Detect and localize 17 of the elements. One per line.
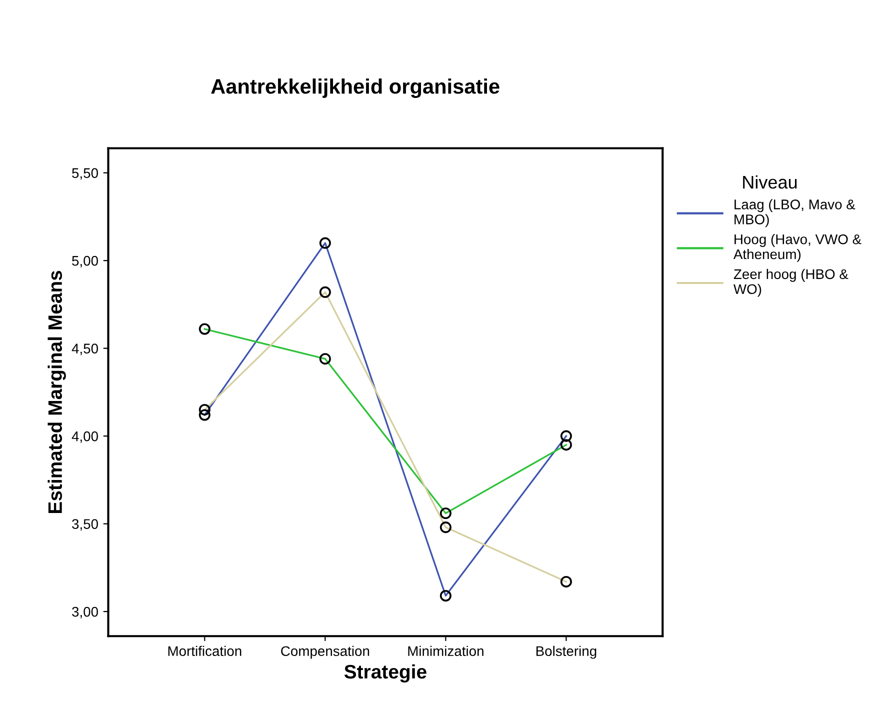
y-tick-label: 3,00	[72, 606, 98, 618]
x-tick-label: Mortification	[168, 646, 242, 656]
x-tick-label: Minimization	[408, 646, 484, 656]
y-axis-title: Estimated Marginal Means	[48, 270, 66, 513]
x-axis-title: Strategie	[344, 664, 426, 683]
legend-title: Niveau	[743, 175, 797, 189]
y-tick-label: 4,00	[72, 431, 98, 443]
chart-title: Aantrekkelijkheid organisatie	[211, 78, 500, 98]
legend-label: Zeer hoog (HBO & WO)	[733, 268, 848, 297]
y-tick-label: 4,50	[72, 344, 98, 356]
x-tick-label: Bolstering	[536, 646, 596, 659]
y-tick-label: 5,50	[72, 168, 98, 180]
legend-label: Hoog (Havo, VWO & Atheneum)	[733, 234, 862, 262]
y-tick-label: 5,00	[72, 256, 98, 268]
y-tick-label: 3,50	[72, 519, 98, 531]
legend-label: Laag (LBO, Mavo & MBO)	[734, 199, 856, 228]
x-tick-label: Compensation	[281, 646, 370, 659]
